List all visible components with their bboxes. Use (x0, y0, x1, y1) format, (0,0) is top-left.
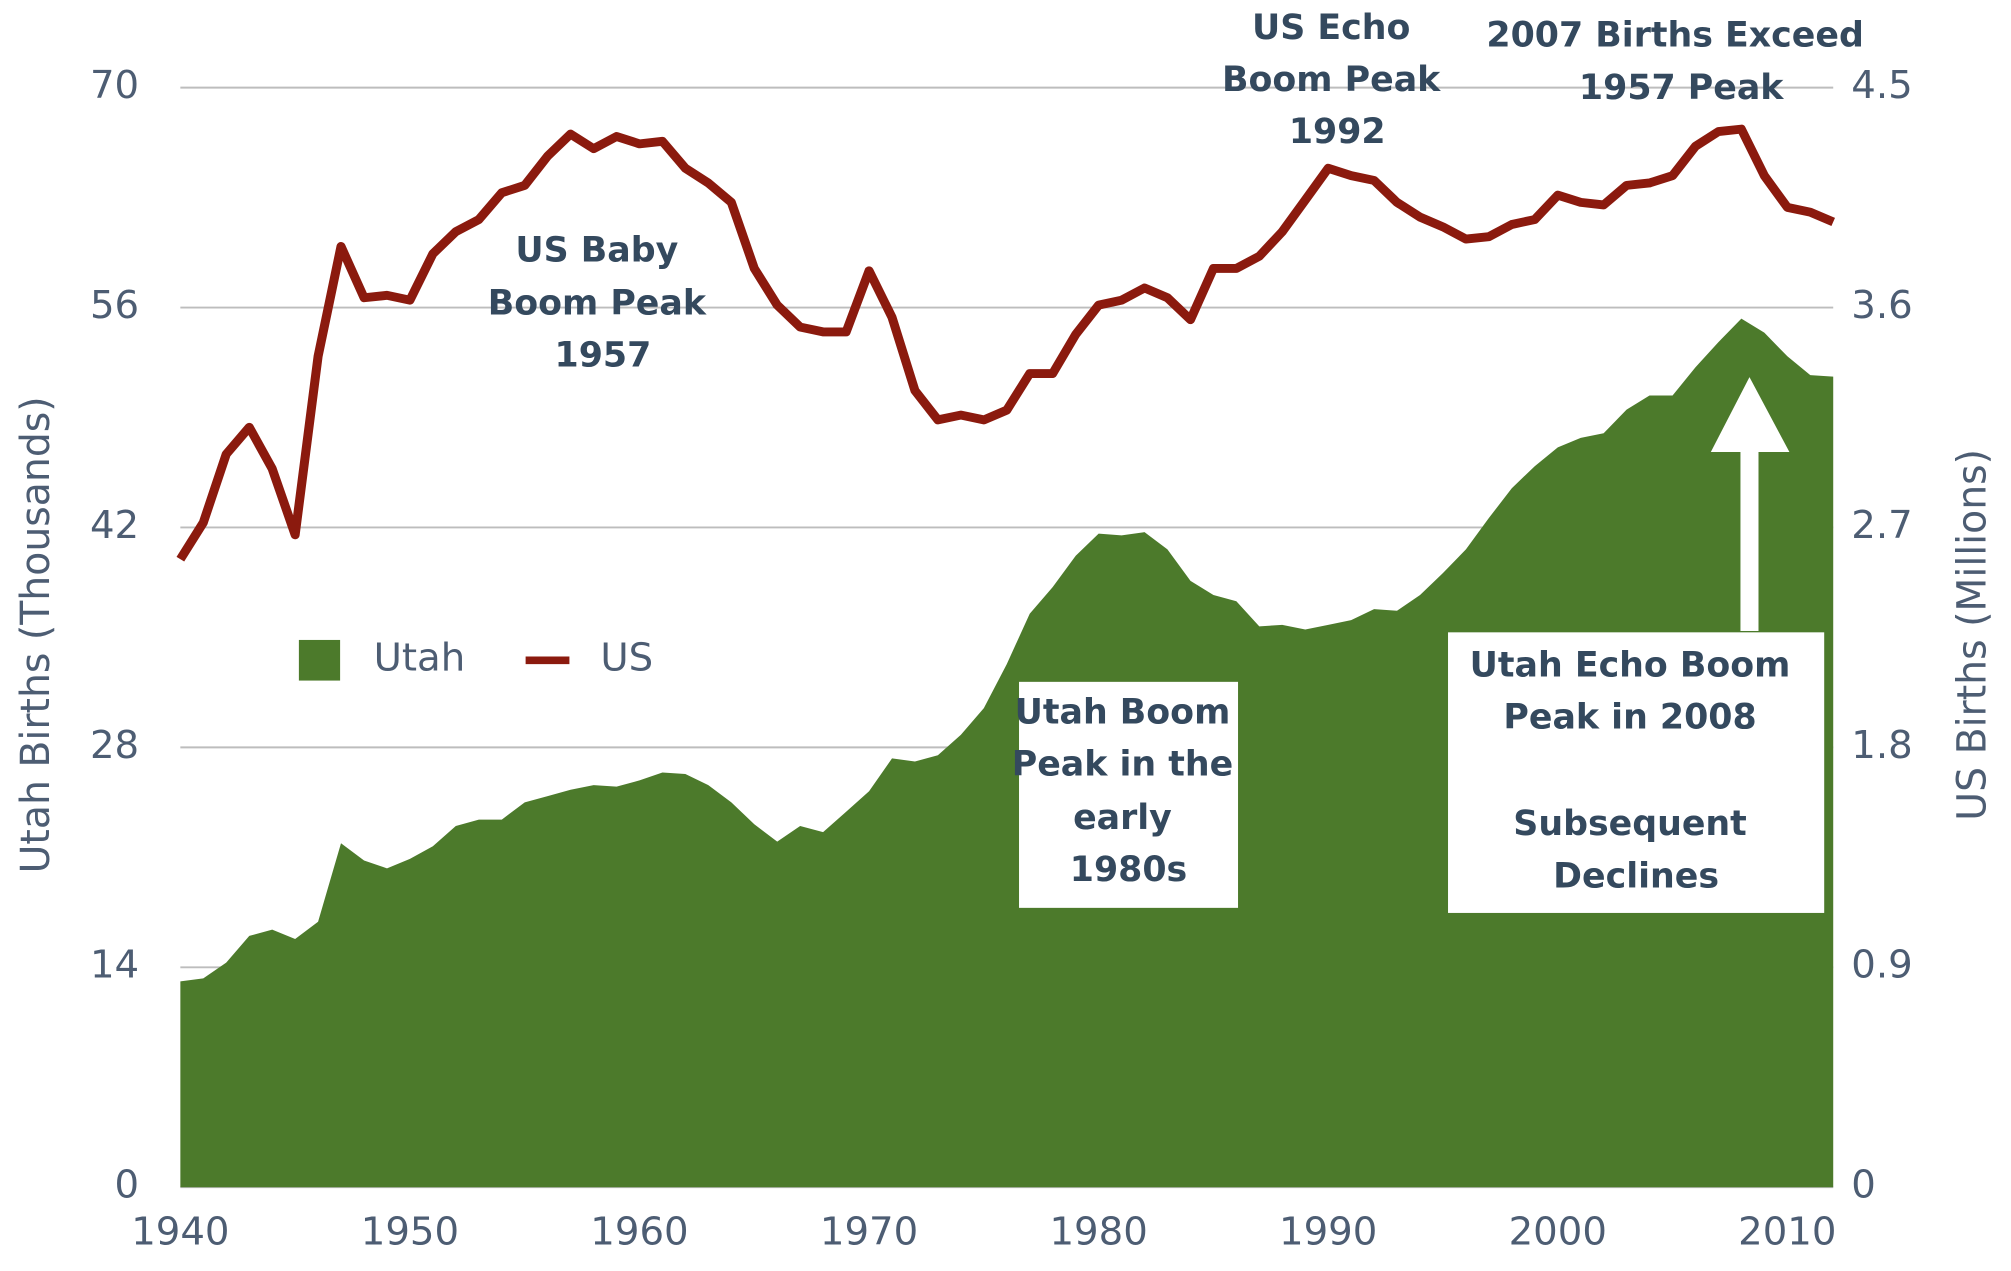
y2-tick-label: 2.7 (1851, 503, 1912, 548)
arrow (1710, 377, 1790, 632)
annotation-line: Utah Echo Boom (1470, 645, 1791, 685)
annotation: Utah Boom Peak in the early 1980s (1012, 692, 1246, 889)
x-tick-label: 1980 (1049, 1210, 1147, 1255)
annotation-line: Utah Boom (1015, 692, 1231, 732)
legend-swatch (298, 639, 341, 681)
y-tick-label: 56 (90, 283, 139, 328)
annotation: Utah Echo Boom Peak in 2008 Subsequent D… (1470, 645, 1803, 895)
annotation-line: 2007 Births Exceed (1486, 15, 1863, 55)
annotation-line: Peak in the (1012, 744, 1233, 784)
annotation: US Echo Boom Peak 1992 (1222, 8, 1452, 152)
x-tick-label: 1960 (590, 1210, 688, 1255)
y2-tick-label: 1.8 (1851, 723, 1912, 768)
y2-tick-label: 0 (1851, 1163, 1876, 1208)
annotation-line: Peak in 2008 (1503, 697, 1756, 737)
y-tick-label: 14 (90, 943, 139, 988)
annotation-line: 1992 (1289, 112, 1386, 152)
x-tick-label: 1950 (361, 1210, 459, 1255)
annotation: US Baby Boom Peak 1957 (488, 230, 718, 375)
y2-axis-title: US Births (Millions) (1949, 449, 1995, 821)
annotation-line: 1957 (555, 335, 652, 375)
annotation-line: US Echo (1252, 8, 1410, 48)
annotation-line: 1957 Peak (1579, 68, 1785, 108)
annotation-line: early (1073, 798, 1172, 838)
annotation: 2007 Births Exceed 1957 Peak (1486, 15, 1876, 107)
y-tick-label: 42 (90, 503, 139, 548)
y2-tick-label: 3.6 (1851, 283, 1912, 328)
x-tick-label: 1940 (131, 1210, 229, 1255)
y2-tick-label: 0.9 (1851, 943, 1912, 988)
annotation-line: Declines (1553, 856, 1719, 896)
y2-tick-label: 4.5 (1851, 63, 1912, 108)
legend-label: US (600, 636, 653, 681)
y-tick-label: 0 (115, 1163, 140, 1208)
y-tick-label: 28 (90, 723, 139, 768)
annotation-line: Subsequent (1513, 804, 1747, 844)
x-tick-label: 1990 (1279, 1210, 1377, 1255)
y-axis-title: Utah Births (Thousands) (13, 396, 59, 873)
plot (176, 124, 1836, 1188)
legend-label: Utah (374, 636, 466, 681)
annotation-line: Boom Peak (1222, 60, 1441, 100)
ticks: 0 14 28 42 56 70 0 0.9 1.8 2.7 3.6 4.5 1940 1950 1960 1… (90, 63, 1913, 1254)
y-tick-label: 70 (90, 63, 139, 108)
x-tick-label: 2000 (1509, 1210, 1607, 1255)
area (180, 318, 1834, 1188)
annotation-line: US Baby (515, 230, 678, 270)
line (176, 124, 1836, 562)
annotation-box (1019, 681, 1239, 908)
annotation-box (1448, 632, 1825, 913)
x-tick-label: 2010 (1738, 1210, 1836, 1255)
x-tick-label: 1970 (820, 1210, 918, 1255)
annotation-line: 1980s (1070, 850, 1187, 890)
annotation-line: Boom Peak (488, 283, 707, 323)
